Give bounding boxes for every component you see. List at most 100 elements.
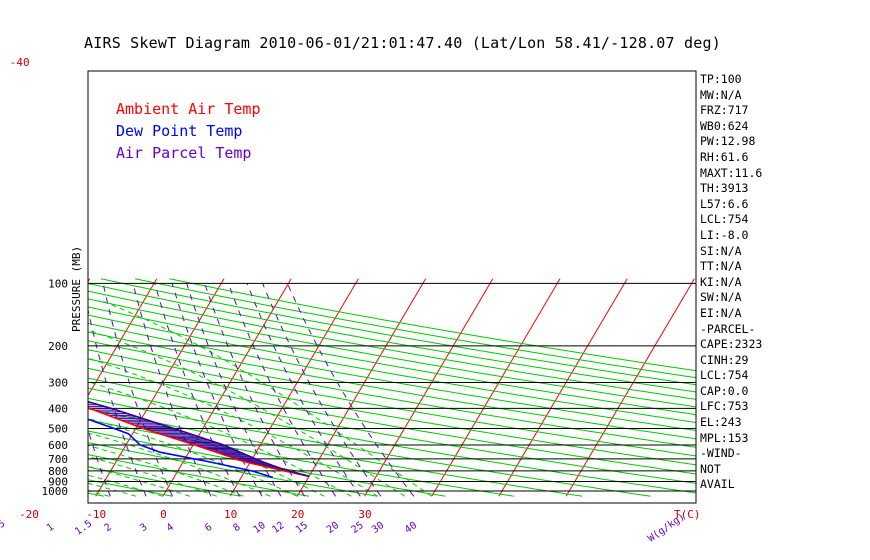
isotherm-line — [565, 278, 695, 497]
bottom-temp-tick-label: 0 — [160, 508, 167, 521]
bottom-temp-tick-label: -10 — [86, 508, 106, 521]
stat-item: MW:N/A — [700, 87, 742, 102]
stat-item: EL:243 — [700, 415, 742, 430]
isotherm-line — [364, 278, 494, 497]
pressure-tick-label: 200 — [48, 340, 68, 353]
pressure-tick-label: 100 — [48, 277, 68, 290]
stat-item: L57:6.6 — [700, 196, 749, 211]
stat-item: LI:-8.0 — [700, 227, 749, 242]
pressure-tick-label: 500 — [48, 423, 68, 436]
dry-adiabat-line — [88, 322, 696, 432]
moist-adiabat-line — [98, 299, 433, 497]
temperature-profile-line — [88, 406, 310, 478]
mixing-ratio-label: 15 — [294, 520, 310, 536]
mixing-ratio-label: 6 — [203, 522, 214, 534]
dry-adiabat-line — [100, 278, 696, 386]
mixing-ratio-label: 12 — [270, 520, 286, 536]
mixing-ratio-label: 25 — [350, 520, 366, 536]
pressure-tick-label: 400 — [48, 402, 68, 415]
mixing-ratio-label: 3 — [138, 522, 149, 534]
moist-adiabat-line — [88, 474, 164, 497]
stats-panel: TP:100 MW:N/A FRZ:717 WB0:624 PW:12.98 R… — [700, 72, 762, 493]
dry-adiabat-line — [0, 279, 36, 497]
mixing-ratio-label: 40 — [403, 520, 419, 536]
pressure-tick-label: 800 — [48, 465, 68, 478]
dry-adiabat-line — [88, 349, 696, 457]
mixing-ratio-line — [9, 283, 53, 496]
stat-item: LCL:754 — [700, 368, 749, 383]
stat-item: WB0:624 — [700, 118, 749, 133]
stat-item: TP:100 — [700, 72, 742, 86]
stat-item: -PARCEL- — [700, 321, 756, 336]
mixing-ratio-line — [286, 283, 415, 497]
mixing-ratio-label: 2 — [103, 522, 114, 534]
dry-adiabat-line — [88, 331, 696, 440]
dry-adiabat-line — [88, 358, 696, 466]
mixing-ratio-label: 0.5 — [0, 518, 7, 537]
mixing-ratio-label: 20 — [325, 520, 341, 536]
isotherm-line — [431, 278, 561, 497]
cape-hatch-layer — [88, 402, 306, 476]
moist-adiabat-line — [0, 387, 55, 497]
moist-adiabat-line — [88, 444, 244, 497]
bottom-temp-tick-label: -20 — [19, 508, 39, 521]
mixing-ratio-label: W(g/kg) — [646, 511, 687, 544]
chart-title: AIRS SkewT Diagram 2010-06-01/21:01:47.4… — [84, 34, 721, 52]
stat-item: SI:N/A — [700, 243, 742, 258]
bottom-temp-tick-label: 10 — [224, 508, 237, 521]
mixing-ratio-label: 4 — [165, 522, 176, 534]
stat-item: NOT — [700, 461, 721, 476]
pressure-tick-label: 300 — [48, 376, 68, 389]
bottom-temp-tick-label: 30 — [358, 508, 371, 521]
stat-item: MPL:153 — [700, 430, 749, 445]
mixing-ratio-label: 8 — [231, 522, 242, 534]
dry-adiabat-line — [88, 340, 696, 448]
y-axis-label: PRESSURE (MB) — [70, 245, 83, 332]
pressure-tick-label: 600 — [48, 439, 68, 452]
legend-ambient-temp: Ambient Air Temp — [116, 100, 261, 118]
stat-item: MAXT:11.6 — [700, 165, 763, 180]
stat-item: LFC:753 — [700, 399, 749, 414]
dry-adiabat-line — [88, 290, 696, 400]
parcel-profile-line — [88, 400, 310, 478]
stat-item: TH:3913 — [700, 181, 749, 196]
stat-item: AVAIL — [700, 477, 735, 492]
pressure-tick-label: 700 — [48, 453, 68, 466]
legend-dew-point: Dew Point Temp — [116, 122, 243, 140]
dry-adiabat-line — [135, 278, 696, 379]
series-layer — [88, 400, 310, 479]
dry-adiabat-line — [88, 408, 583, 497]
stat-item: CAPE:2323 — [700, 337, 763, 352]
legend-parcel-temp: Air Parcel Temp — [116, 144, 252, 162]
stat-item: CAP:0.0 — [700, 383, 749, 398]
stat-item: PW:12.98 — [700, 134, 756, 149]
stat-item: RH:61.6 — [700, 149, 749, 164]
moist-adiabat-line — [88, 432, 271, 497]
mixing-ratio-label: 1 — [45, 522, 56, 534]
moist-adiabat-line — [88, 417, 298, 497]
dry-adiabat-line — [169, 278, 696, 372]
stat-item: FRZ:717 — [700, 103, 749, 118]
moist-adiabat-line — [0, 381, 82, 496]
pressure-tick-label: 900 — [48, 476, 68, 489]
stat-item: KI:N/A — [700, 274, 742, 289]
stat-item: CINH:29 — [700, 352, 749, 367]
isotherm-line — [88, 278, 158, 397]
dewpoint-profile-line — [88, 418, 274, 479]
mixing-ratio-label: 30 — [370, 520, 386, 536]
stat-item: LCL:754 — [700, 212, 749, 227]
x-axis-label: T(C) — [674, 508, 701, 521]
bottom-temp-tick-label: 20 — [291, 508, 304, 521]
plot-frame — [87, 70, 697, 504]
isotherm-line — [162, 278, 292, 497]
moist-adiabat-line — [88, 329, 406, 497]
dry-adiabat-line — [88, 298, 696, 408]
top-temp-tick-label: -40 — [10, 56, 30, 69]
dry-adiabat-line — [88, 367, 696, 475]
dry-adiabat-line — [88, 314, 696, 423]
isotherm-line — [296, 278, 427, 497]
pressure-tick-label: 1000 — [42, 485, 69, 498]
dry-adiabat-line — [88, 306, 696, 416]
mixing-ratio-line — [262, 283, 382, 497]
